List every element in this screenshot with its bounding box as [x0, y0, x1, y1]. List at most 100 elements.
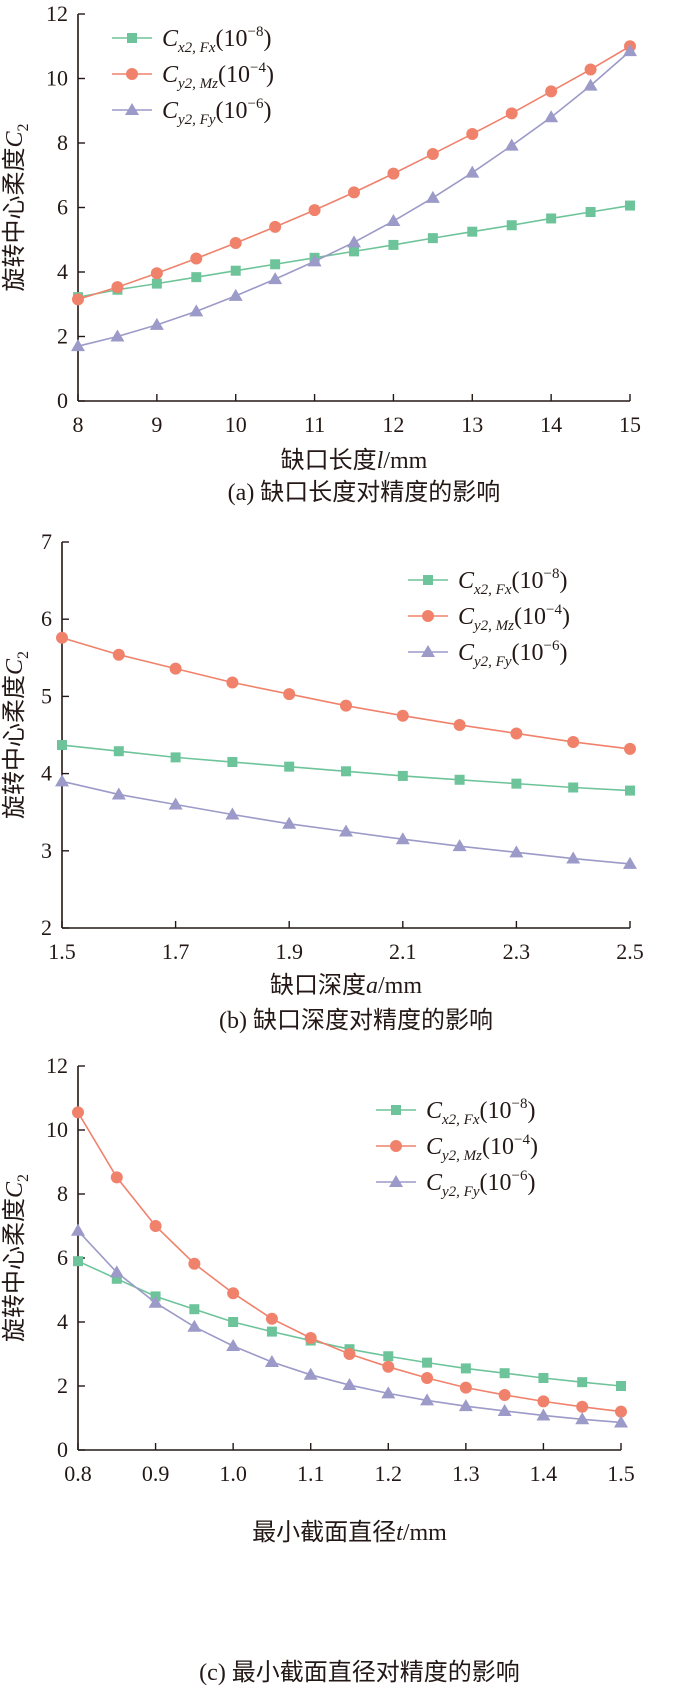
- data-point-fy: [55, 774, 69, 787]
- x-tick-label: 12: [382, 412, 404, 437]
- data-point-mz: [112, 648, 125, 661]
- data-point-mz: [584, 63, 597, 76]
- y-tick-label: 12: [46, 1053, 68, 1078]
- data-point-fy: [452, 839, 467, 852]
- data-point-fy: [111, 787, 126, 800]
- data-point-fx: [227, 757, 238, 768]
- y-tick-label: 10: [46, 1117, 68, 1142]
- data-point-fx: [585, 207, 596, 218]
- data-point-mz: [498, 1388, 511, 1401]
- data-point-mz: [624, 742, 636, 755]
- chart-a: 0 2 4 6 8 10 12 8 9 10 11 12 13 14 15 旋转中心柔度C2 缺口长度l/mm (…: [1, 1, 641, 506]
- data-point-mz: [169, 662, 182, 675]
- y-tick-label: 7: [41, 529, 52, 554]
- y-tick-label: 4: [57, 1309, 68, 1334]
- legend-marker: [422, 610, 434, 622]
- data-point-fx: [546, 213, 557, 224]
- data-point-mz: [567, 735, 580, 748]
- x-tick-label: 1.5: [607, 1461, 635, 1486]
- x-tick-label: 2.1: [389, 939, 417, 964]
- data-point-fx: [228, 1317, 239, 1327]
- data-point-fx: [467, 226, 478, 237]
- series-mz: [72, 1106, 627, 1418]
- data-point-mz: [537, 1395, 550, 1408]
- y-tick-label: 10: [46, 66, 68, 91]
- data-point-fy: [420, 1393, 435, 1406]
- data-point-mz: [227, 1287, 240, 1300]
- data-point-fy: [307, 254, 322, 267]
- data-point-fx: [625, 785, 635, 796]
- data-point-fy: [148, 1295, 163, 1308]
- y-tick-label: 12: [46, 1, 68, 26]
- data-point-fx: [111, 1273, 122, 1284]
- data-point-fy: [225, 807, 240, 820]
- data-point-fy: [425, 190, 440, 203]
- legend-label: Cx2, Fx(10−8): [426, 1096, 535, 1128]
- data-point-mz: [343, 1348, 356, 1360]
- data-point-fy: [71, 339, 85, 352]
- data-point-mz: [459, 1381, 472, 1394]
- data-point-mz: [283, 688, 296, 701]
- y-tick-label: 6: [57, 1245, 68, 1270]
- y-tick-label: 3: [41, 838, 52, 863]
- legend-marker: [125, 103, 139, 115]
- y-tick-label: 8: [57, 1181, 68, 1206]
- y-tick-label: 2: [57, 324, 68, 349]
- x-tick-label: 8: [73, 412, 84, 437]
- data-point-mz: [340, 699, 352, 712]
- data-point-fx: [230, 265, 241, 276]
- data-point-fy: [386, 214, 401, 227]
- x-tick-label: 0.9: [142, 1461, 170, 1486]
- data-point-fx: [151, 278, 162, 289]
- data-point-mz: [72, 293, 84, 306]
- series-line-mz: [61, 636, 631, 750]
- y-tick-label: 2: [41, 915, 52, 940]
- data-point-fx: [422, 1357, 433, 1368]
- data-point-fx: [577, 1377, 588, 1388]
- x-tick-label: 1.7: [162, 939, 190, 964]
- data-point-fy: [623, 856, 637, 869]
- data-point-mz: [421, 1372, 434, 1384]
- y-tick-label: 6: [41, 606, 52, 631]
- data-point-mz: [188, 1257, 201, 1270]
- data-point-fx: [538, 1373, 549, 1383]
- data-point-mz: [615, 1405, 627, 1418]
- data-point-fy: [264, 1355, 279, 1367]
- data-point-mz: [308, 204, 321, 217]
- legend: Cx2, Fx(10−8) Cy2, Mz(10−4) Cy2, Fy(10−6): [408, 566, 570, 670]
- data-point-fy: [509, 845, 524, 858]
- data-point-mz: [396, 709, 409, 722]
- x-axis-label: 缺口深度a/mm: [270, 972, 422, 999]
- data-point-fx: [341, 766, 351, 777]
- legend-marker: [391, 1105, 401, 1115]
- series-line-mz: [77, 1111, 622, 1413]
- data-point-fy: [228, 288, 243, 301]
- data-point-mz: [150, 267, 163, 280]
- data-point-fy: [168, 797, 183, 810]
- data-point-fx: [499, 1368, 510, 1379]
- data-point-fy: [623, 44, 637, 57]
- y-axis-label: 旋转中心柔度C2: [1, 1174, 32, 1342]
- data-point-fy: [614, 1415, 628, 1428]
- data-point-fy: [187, 1319, 202, 1332]
- series-fy: [55, 774, 637, 869]
- data-point-fy: [342, 1378, 357, 1391]
- x-tick-label: 15: [619, 412, 641, 437]
- data-point-mz: [466, 127, 479, 140]
- data-point-fx: [189, 1304, 200, 1315]
- data-point-fx: [349, 246, 359, 257]
- data-point-mz: [426, 147, 439, 160]
- data-point-fy: [71, 1223, 85, 1236]
- data-point-fx: [57, 740, 67, 751]
- legend-marker: [389, 1175, 403, 1187]
- series-mz: [56, 631, 636, 755]
- data-point-mz: [265, 1312, 278, 1325]
- legend-label: Cy2, Fy(10−6): [458, 638, 567, 670]
- x-axis-label: 最小截面直径t/mm: [252, 1519, 447, 1546]
- x-tick-label: 9: [151, 412, 162, 437]
- data-point-fx: [284, 761, 295, 772]
- chart-caption: (b) 缺口深度对精度的影响: [219, 1007, 493, 1034]
- data-point-mz: [190, 252, 203, 265]
- data-point-fy: [189, 304, 204, 317]
- data-point-mz: [304, 1332, 317, 1344]
